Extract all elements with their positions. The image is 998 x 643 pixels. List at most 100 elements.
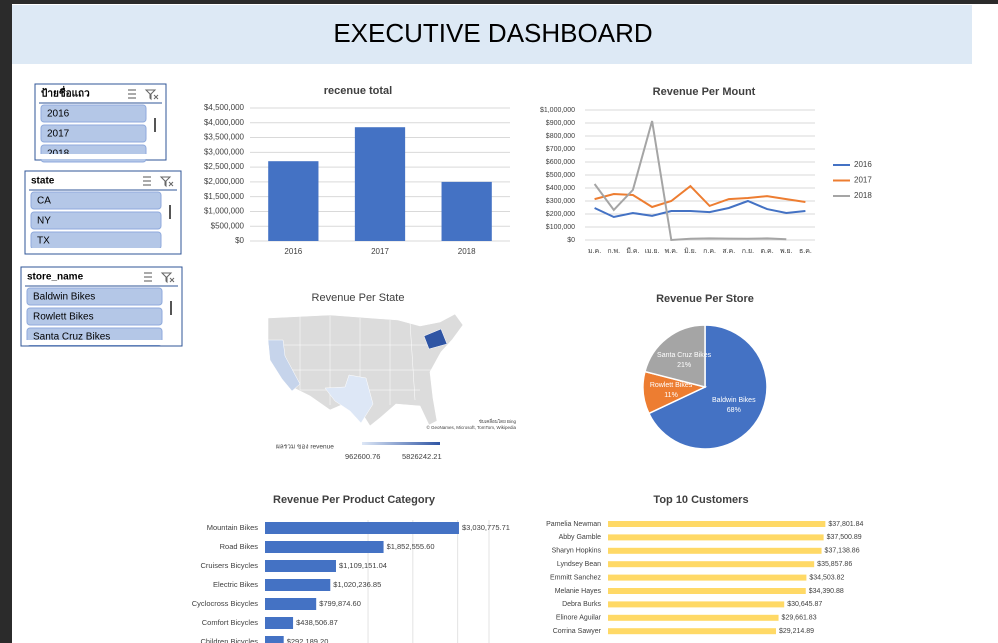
slicer-item[interactable] xyxy=(30,231,162,250)
category-label: Children Bicycles xyxy=(200,637,258,643)
chart-title: Revenue Per State xyxy=(312,292,405,304)
bar xyxy=(265,560,336,572)
category-label: Comfort Bicycles xyxy=(202,618,259,627)
bar xyxy=(608,521,826,527)
bar xyxy=(608,628,776,635)
map-attribution: © GeoNames, Microsoft, TomTom, Wikipedia xyxy=(426,424,516,430)
slicer-clip xyxy=(26,248,180,253)
line-series xyxy=(594,199,806,219)
slicer-item[interactable] xyxy=(40,104,147,123)
y-tick-label: $1,000,000 xyxy=(540,107,575,114)
clear-filter-icon[interactable] xyxy=(144,89,159,101)
slicer-item[interactable] xyxy=(30,191,162,210)
bar xyxy=(265,541,384,553)
value-label: $799,874.60 xyxy=(319,599,361,608)
value-label: $29,661.83 xyxy=(782,615,817,622)
value-label: $29,214.89 xyxy=(779,628,814,635)
x-tick-label: ก.พ. xyxy=(607,248,620,255)
value-label: $37,138.86 xyxy=(825,548,860,555)
slicer-item[interactable] xyxy=(26,307,163,326)
y-tick-label: $600,000 xyxy=(546,159,575,166)
pie-label-value: 68% xyxy=(727,407,741,414)
column-header-strip xyxy=(0,0,998,4)
category-label: Cruisers Bicycles xyxy=(200,561,258,570)
value-label: $30,645.87 xyxy=(787,601,822,608)
category-label: Lyndsey Bean xyxy=(557,561,601,568)
pie-label-name: Santa Cruz Bikes xyxy=(657,352,712,359)
multi-select-icon[interactable] xyxy=(143,176,151,186)
slicer-item[interactable] xyxy=(26,287,163,306)
y-tick-label: $500,000 xyxy=(211,221,245,230)
slicer-item-label: CA xyxy=(37,196,51,207)
x-tick-label: มี.ค. xyxy=(626,247,639,255)
pie-label-value: 21% xyxy=(677,362,691,369)
category-label: Melanie Hayes xyxy=(555,588,602,595)
x-tick-label: ก.ย. xyxy=(742,248,754,255)
chart-title: recenue total xyxy=(324,85,392,97)
value-label: $37,500.89 xyxy=(827,534,862,541)
line-series xyxy=(593,120,787,242)
chart-title: Revenue Per Mount xyxy=(653,86,756,98)
y-tick-label: $700,000 xyxy=(546,146,575,153)
slicer-item-label: Rowlett Bikes xyxy=(33,312,94,323)
x-tick-label: มิ.ย. xyxy=(684,247,697,255)
category-label: Debra Burks xyxy=(562,601,601,608)
value-label: $34,503.82 xyxy=(809,574,844,581)
row-header-strip xyxy=(0,0,12,643)
header-band xyxy=(12,5,972,64)
pie-label-name: Baldwin Bikes xyxy=(712,397,756,404)
y-tick-label: $100,000 xyxy=(546,224,575,231)
clear-filter-icon[interactable] xyxy=(159,176,174,188)
category-label: Elinore Aguilar xyxy=(556,615,602,622)
y-tick-label: $800,000 xyxy=(546,133,575,140)
slicer-clip xyxy=(36,154,165,159)
value-label: $37,801.84 xyxy=(828,521,863,528)
legend-label: 2017 xyxy=(854,176,872,185)
x-tick-label: 2017 xyxy=(371,247,389,256)
map-legend-min: 962600.76 xyxy=(345,452,380,461)
line-series xyxy=(594,184,806,209)
legend-label: 2016 xyxy=(854,160,872,169)
value-label: $292,189.20 xyxy=(287,637,329,643)
bar xyxy=(265,617,294,629)
slicer-item[interactable] xyxy=(30,211,162,230)
y-tick-label: $1,500,000 xyxy=(204,192,245,201)
y-tick-label: $500,000 xyxy=(546,172,575,179)
bar xyxy=(608,574,807,581)
slicer-item-label: 2016 xyxy=(47,109,70,120)
category-label: Electric Bikes xyxy=(213,580,258,589)
slicer-title: ป้ายชื่อแถว xyxy=(41,86,90,100)
legend-label: 2018 xyxy=(854,191,872,200)
slicer-item-label: 2017 xyxy=(47,129,70,140)
state-region xyxy=(423,328,448,350)
value-label: $1,020,236.85 xyxy=(333,580,381,589)
chart-title: Revenue Per Store xyxy=(656,293,754,305)
x-tick-label: ก.ค. xyxy=(703,248,716,255)
category-label: Road Bikes xyxy=(220,542,259,551)
y-tick-label: $0 xyxy=(235,236,244,245)
value-label: $438,506.87 xyxy=(296,618,338,627)
x-tick-label: เม.ย. xyxy=(645,248,660,255)
category-label: Pamelia Newman xyxy=(546,521,601,528)
map-legend-title: ผลรวม ของ revenue xyxy=(276,444,334,451)
slicer-item-label: Santa Cruz Bikes xyxy=(33,332,110,343)
value-label: $34,390.88 xyxy=(809,588,844,595)
slicer-item-label: NY xyxy=(37,216,51,227)
pie-slice xyxy=(644,324,706,388)
bar xyxy=(608,534,824,541)
category-label: Cyclocross Bicycles xyxy=(192,599,259,608)
multi-select-icon[interactable] xyxy=(144,272,152,282)
slicer-item-label: TX xyxy=(37,236,50,247)
clear-filter-icon[interactable] xyxy=(160,272,175,284)
y-tick-label: $3,500,000 xyxy=(204,133,245,142)
value-label: $3,030,775.71 xyxy=(462,523,510,532)
bar xyxy=(608,588,806,594)
category-label: Emmitt Sanchez xyxy=(550,574,601,581)
multi-select-icon[interactable] xyxy=(128,89,136,99)
x-tick-label: 2016 xyxy=(284,247,302,256)
slicer-item[interactable] xyxy=(40,124,147,143)
category-label: Mountain Bikes xyxy=(207,523,259,532)
bar xyxy=(265,579,331,591)
state-region xyxy=(324,374,374,424)
value-label: $35,857.86 xyxy=(817,561,852,568)
